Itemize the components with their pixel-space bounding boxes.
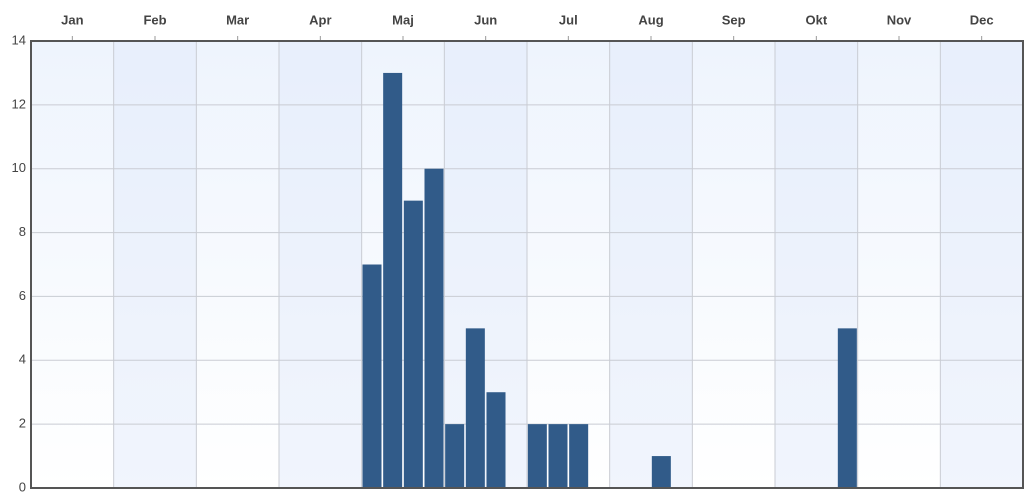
x-tick-label: Jan [61,12,83,27]
y-tick-label: 0 [19,479,26,494]
month-band [609,41,693,488]
y-tick-label: 8 [19,224,26,239]
bar [486,392,506,488]
y-tick-label: 14 [12,32,26,47]
x-tick-label: Apr [309,12,331,27]
bar [383,72,403,488]
bar [527,424,547,488]
bar [445,424,465,488]
x-tick-label: Sep [722,12,746,27]
month-band [113,41,197,488]
y-tick-label: 12 [12,96,26,111]
y-tick-label: 10 [12,160,26,175]
x-tick-label: Mar [226,12,249,27]
bar [403,200,423,488]
x-tick-label: Feb [143,12,166,27]
x-tick-label: Jun [474,12,497,27]
y-tick-label: 4 [19,352,26,367]
month-band [444,41,527,488]
bar [465,328,485,488]
x-tick-label: Jul [559,12,578,27]
month-band [279,41,362,488]
bar [362,264,382,488]
plot-border [30,40,1024,489]
x-tick-label: Okt [805,12,827,27]
x-tick-label: Maj [392,12,414,27]
bar [569,424,589,488]
y-tick-label: 6 [19,288,26,303]
x-tick-label: Nov [887,12,912,27]
x-tick-label: Aug [638,12,663,27]
x-tick-label: Dec [970,12,994,27]
bar [837,328,857,488]
bar [424,168,444,488]
month-band [940,41,1023,488]
bar [651,456,671,488]
y-tick-label: 2 [19,416,26,431]
bar [548,424,568,488]
